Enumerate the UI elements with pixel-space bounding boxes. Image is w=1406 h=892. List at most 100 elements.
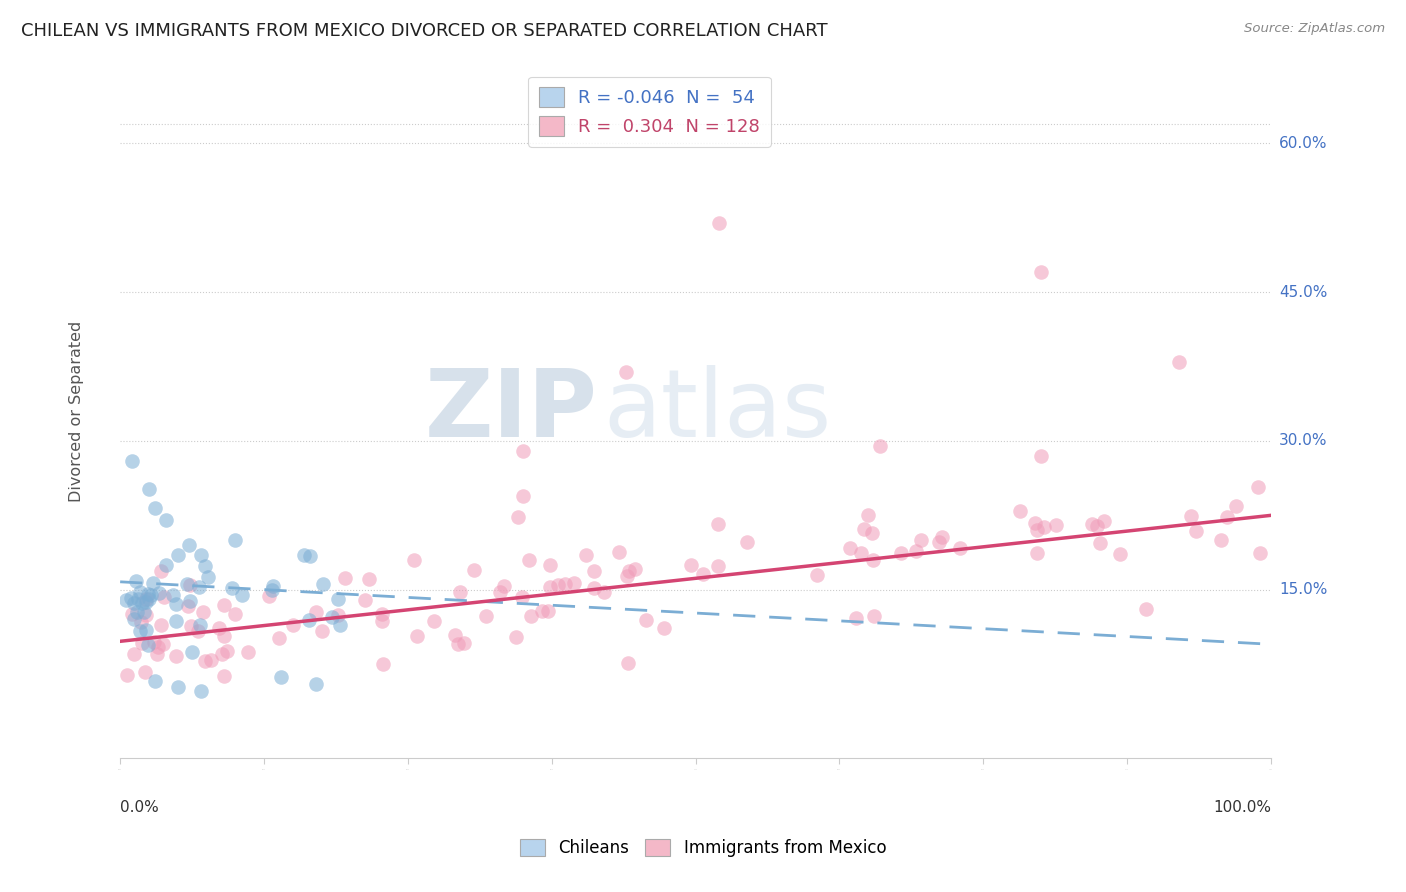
Point [135, 608, 157, 623]
Point [547, 578, 569, 592]
Point [530, 604, 553, 618]
Point [115, 593, 138, 607]
Point [562, 575, 585, 590]
Point [150, 618, 173, 632]
Point [1029, 265, 1052, 279]
Point [1090, 536, 1112, 550]
Point [197, 570, 219, 584]
Point [512, 443, 534, 458]
Point [121, 454, 143, 468]
Point [905, 544, 928, 558]
Point [162, 588, 184, 602]
Point [910, 533, 932, 548]
Point [270, 670, 292, 684]
Point [617, 564, 640, 578]
Point [494, 579, 516, 593]
Point [575, 548, 598, 562]
Point [129, 615, 152, 630]
Point [138, 587, 160, 601]
Point [120, 591, 142, 605]
Point [554, 577, 576, 591]
Point [298, 549, 321, 563]
Point [221, 581, 243, 595]
Point [200, 652, 222, 666]
Point [194, 558, 217, 573]
Point [152, 637, 174, 651]
Point [453, 636, 475, 650]
Point [214, 598, 236, 612]
Point [181, 645, 204, 659]
Point [146, 640, 169, 654]
Point [1080, 516, 1102, 531]
Point [259, 589, 281, 603]
Point [949, 541, 972, 556]
Point [540, 558, 562, 572]
Point [335, 571, 357, 585]
Point [135, 595, 157, 609]
Point [328, 608, 350, 623]
Point [860, 525, 883, 540]
Point [863, 608, 886, 623]
Point [517, 553, 540, 567]
Point [707, 559, 730, 574]
Point [447, 637, 470, 651]
Point [166, 680, 188, 694]
Point [1045, 517, 1067, 532]
Point [214, 669, 236, 683]
Point [354, 593, 377, 607]
Point [165, 649, 187, 664]
Point [179, 594, 201, 608]
Point [931, 530, 953, 544]
Point [512, 489, 534, 503]
Point [208, 621, 231, 635]
Point [142, 635, 165, 649]
Point [165, 614, 187, 628]
Point [131, 596, 153, 610]
Point [211, 647, 233, 661]
Point [592, 584, 614, 599]
Point [1094, 515, 1116, 529]
Point [707, 517, 730, 532]
Point [853, 522, 876, 536]
Point [616, 657, 638, 671]
Point [616, 365, 638, 379]
Legend: Chileans, Immigrants from Mexico: Chileans, Immigrants from Mexico [513, 832, 893, 864]
Point [262, 582, 284, 597]
Legend: R = -0.046  N =  54, R =  0.304  N = 128: R = -0.046 N = 54, R = 0.304 N = 128 [527, 77, 770, 147]
Point [165, 597, 187, 611]
Point [190, 548, 212, 562]
Point [224, 607, 246, 621]
Point [928, 535, 950, 549]
Point [359, 572, 381, 586]
Point [131, 636, 153, 650]
Point [475, 609, 498, 624]
Text: 45.0%: 45.0% [1279, 285, 1327, 300]
Point [1010, 504, 1032, 518]
Point [1167, 354, 1189, 368]
Point [122, 596, 145, 610]
Point [692, 567, 714, 582]
Point [187, 624, 209, 638]
Point [402, 553, 425, 567]
Point [125, 574, 148, 589]
Point [122, 647, 145, 661]
Point [292, 548, 315, 562]
Point [142, 576, 165, 591]
Point [1108, 547, 1130, 561]
Point [224, 533, 246, 548]
Point [489, 584, 512, 599]
Point [1184, 524, 1206, 539]
Point [1085, 519, 1108, 533]
Point [214, 629, 236, 643]
Point [267, 631, 290, 645]
Point [305, 605, 328, 619]
Text: 15.0%: 15.0% [1279, 582, 1327, 598]
Text: Divorced or Separated: Divorced or Separated [69, 320, 84, 502]
Text: 100.0%: 100.0% [1213, 800, 1271, 815]
Point [191, 605, 214, 619]
Point [652, 621, 675, 635]
Point [321, 609, 343, 624]
Point [115, 668, 138, 682]
Point [326, 591, 349, 606]
Point [1135, 602, 1157, 616]
